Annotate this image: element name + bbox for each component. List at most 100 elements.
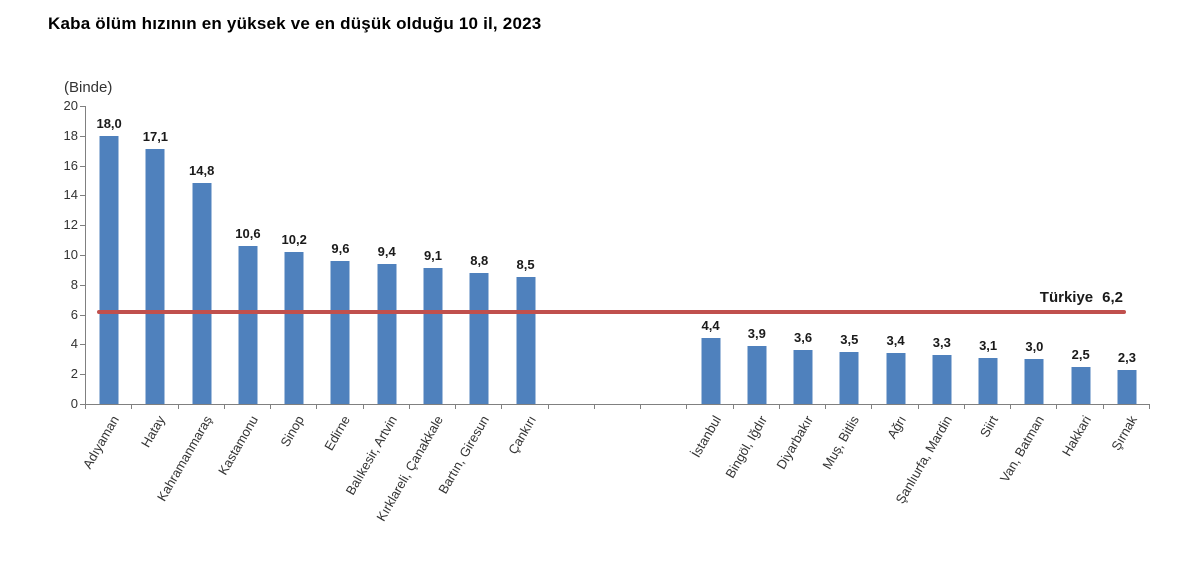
group-lowest-provinces: 4,4 İstanbul 3,9 Bingöl, Iğdır 3,6 Diyarbakır… [687, 106, 1150, 506]
bar-value-label: 9,6 [331, 240, 350, 256]
y-axis-tick-mark [80, 106, 86, 107]
turkey-average-reference-line [97, 309, 1126, 314]
y-axis-tick-label: 16 [63, 157, 78, 173]
x-axis-tick-mark [131, 404, 133, 409]
bar-value-label: 4,4 [701, 318, 720, 334]
bar [886, 353, 906, 404]
bar-value-label: 8,5 [516, 257, 535, 273]
category-label: Çankırı [504, 413, 539, 457]
x-axis-tick-mark [223, 404, 225, 409]
category-label: Muş, Bitlis [819, 413, 863, 472]
category-label: Sinop [277, 413, 308, 450]
bar [145, 149, 165, 404]
category-label: Balıkesir, Artvin [342, 413, 400, 498]
category-label: Adıyaman [79, 413, 123, 472]
y-axis-tick-label: 10 [63, 247, 78, 262]
x-axis-tick-mark [778, 404, 780, 409]
y-axis-tick-label: 18 [63, 127, 78, 143]
category-label: Kastamonu [215, 413, 261, 478]
bar-value-label: 2,3 [1117, 349, 1136, 365]
category-label: Hakkari [1058, 413, 1094, 459]
bar-slot: 2,5 Hakkari [1058, 106, 1104, 459]
bar-value-label: 9,1 [423, 248, 443, 264]
bar-value-label: 3,0 [1025, 339, 1044, 355]
x-axis-tick-mark [1010, 404, 1012, 409]
bar-slot: 3,5 Muş, Bitlis [820, 106, 872, 472]
bar-slot: 4,4 İstanbul [687, 106, 733, 459]
x-axis-tick-mark [593, 404, 595, 409]
y-axis-tick-label: 12 [63, 217, 78, 233]
bar [701, 338, 721, 404]
bars-container: 18,0 Adıyaman 17,1 Hatay 14,8 Kahramanmaraş 10… [80, 106, 1150, 524]
category-label: Bartın, Giresun [435, 413, 493, 497]
bar-slot: 8,8 Bartın, Giresun [436, 106, 502, 496]
bar [469, 272, 489, 404]
x-axis-tick-mark [85, 404, 86, 409]
bar-slot: 3,9 Bingöl, Iğdır [722, 106, 780, 481]
bar-value-label: 3,1 [979, 337, 998, 353]
bar-slot: 17,1 Hatay [132, 106, 178, 450]
turkey-average-label: Türkiye 6,2 [1040, 289, 1123, 306]
bar-value-label: 8,8 [470, 252, 489, 268]
x-axis-tick-mark [963, 404, 965, 409]
category-label: İstanbul [687, 413, 724, 460]
category-label: Bingöl, Iğdır [722, 413, 770, 481]
bar-value-label: 3,5 [840, 331, 859, 347]
y-axis-tick-label: 2 [70, 366, 78, 382]
x-axis-tick-mark [1056, 404, 1058, 409]
bar [839, 351, 859, 404]
category-label: Siirt [976, 413, 1002, 440]
bar-slot: 2,3 Şırnak [1104, 106, 1150, 453]
y-axis-unit-label: (Binde) [64, 79, 113, 96]
bar-value-label: 3,4 [886, 333, 905, 349]
bar [1024, 359, 1044, 404]
bar [330, 260, 350, 404]
x-axis-tick-mark [501, 404, 503, 409]
category-label: Kırklareli, Çanakkale [373, 413, 446, 524]
x-axis-tick-mark [316, 404, 318, 409]
plot-area: 0 2 4 6 8 10 12 14 16 18 20 18,0 Adıyaman 17,1 Hatay 1… [64, 98, 1150, 524]
x-axis-tick-mark [917, 404, 919, 409]
category-label: Van, Batman [997, 413, 1048, 485]
bar [932, 354, 952, 404]
bar [978, 357, 998, 404]
bar-value-label: 3,3 [932, 334, 951, 350]
y-axis-tick-mark [80, 374, 86, 376]
bar [238, 246, 258, 404]
bar-slot: 18,0 Adıyaman [80, 106, 132, 471]
x-axis-tick-mark [455, 404, 457, 409]
x-axis-tick-mark [177, 404, 179, 409]
category-label: Diyarbakır [773, 413, 817, 472]
bar [377, 263, 397, 404]
bar-value-label: 3,9 [747, 325, 766, 341]
y-axis-tick-mark [80, 195, 86, 197]
x-axis-tick-mark [270, 404, 272, 409]
group-gap-spacer [549, 106, 688, 404]
bar-slot: 9,6 Edirne [317, 106, 363, 453]
bar-slot: 3,0 Van, Batman [997, 106, 1057, 484]
category-label: Edirne [321, 413, 354, 454]
bar-value-label: 10,6 [235, 226, 261, 242]
bar-value-label: 3,6 [794, 330, 813, 346]
y-axis-tick-mark [80, 135, 86, 137]
bar-value-label: 14,8 [189, 163, 215, 179]
y-axis-tick-mark [80, 344, 86, 346]
bar-slot: 14,8 Kahramanmaraş [154, 106, 225, 503]
bar [516, 277, 536, 404]
x-axis-tick-mark [1149, 404, 1150, 409]
x-axis-tick-mark [408, 404, 410, 409]
y-axis-tick-label: 8 [70, 276, 78, 292]
bar-value-label: 10,2 [281, 232, 307, 248]
category-label: Hatay [138, 413, 169, 450]
bar [1117, 369, 1137, 404]
x-axis-tick-mark [640, 404, 642, 409]
bar [1071, 366, 1091, 404]
bar-value-label: 2,5 [1071, 346, 1090, 362]
bar [423, 268, 443, 404]
x-axis-tick-mark [547, 404, 549, 409]
x-axis-tick-mark [825, 404, 827, 409]
bar-slot: 3,6 Diyarbakır [773, 106, 826, 471]
turkey-average-label-text: Türkiye [1039, 288, 1094, 306]
bar [99, 135, 119, 404]
